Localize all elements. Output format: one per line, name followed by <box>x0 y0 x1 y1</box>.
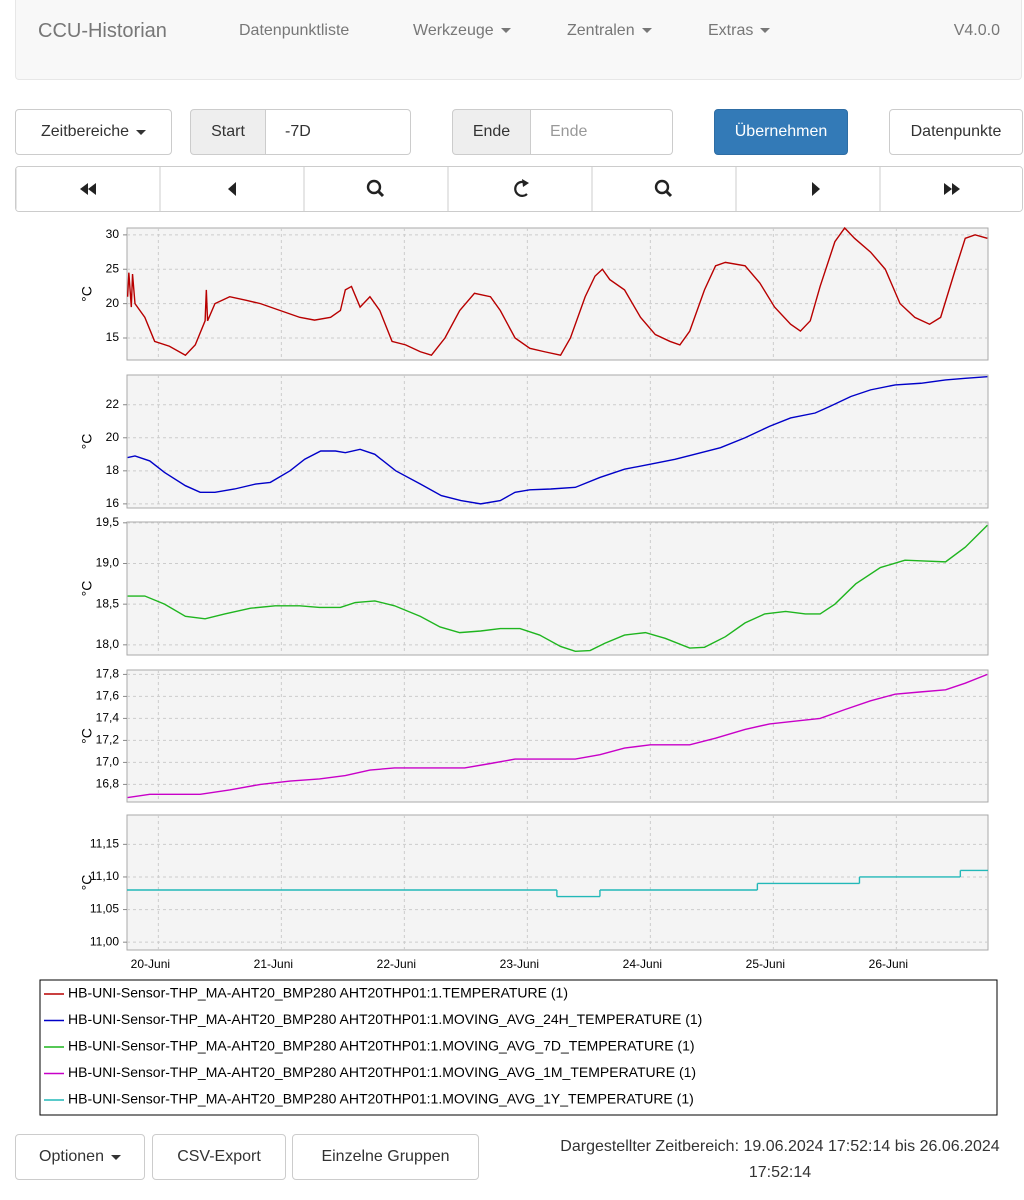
plot-area <box>126 227 989 361</box>
y-tick-label: 20 <box>106 430 120 444</box>
plot-area <box>126 521 989 656</box>
y-tick-label: 19,0 <box>96 556 120 570</box>
nav-item[interactable]: Datenpunktliste <box>239 22 350 39</box>
y-tick-label: 11,15 <box>90 837 119 851</box>
version: V4.0.0 <box>953 22 1000 39</box>
nav-item-text: Werkzeuge <box>413 22 494 39</box>
groups-button[interactable]: Einzelne Gruppen <box>292 1134 479 1180</box>
y-axis-label: °C <box>79 581 95 597</box>
end-input[interactable]: Ende <box>530 109 673 155</box>
y-axis-label: °C <box>79 728 95 744</box>
nav-item[interactable]: Zentralen <box>567 22 652 40</box>
y-tick-label: 25 <box>106 261 120 275</box>
nav-icons <box>16 167 1022 211</box>
y-axis-label: °C <box>79 286 95 302</box>
y-tick-label: 16 <box>106 496 120 510</box>
series-line <box>127 524 988 653</box>
csv-button[interactable]: CSV-Export <box>152 1134 286 1180</box>
options-text: Optionen <box>39 1148 104 1165</box>
plot-area <box>126 814 989 951</box>
y-tick-label: 16,8 <box>96 777 120 791</box>
y-tick-label: 17,6 <box>96 689 120 703</box>
x-tick-label: 20-Juni <box>131 957 170 971</box>
nav-item-text: Zentralen <box>567 22 635 39</box>
y-axis-label: °C <box>79 875 95 891</box>
y-tick-label: 20 <box>106 296 120 310</box>
y-tick-label: 22 <box>106 397 120 411</box>
x-tick-label: 21-Juni <box>254 957 293 971</box>
brand[interactable]: CCU-Historian <box>38 20 167 42</box>
options-button[interactable]: Optionen <box>15 1134 145 1180</box>
x-tick-label: 24-Juni <box>623 957 662 971</box>
y-tick-label: 11,05 <box>90 902 119 916</box>
y-tick-label: 17,4 <box>96 711 120 725</box>
y-tick-label: 18 <box>106 463 120 477</box>
end-label: Ende <box>452 109 531 155</box>
y-tick-label: 30 <box>106 227 120 241</box>
datapoints-button[interactable]: Datenpunkte <box>889 109 1023 155</box>
series-line <box>127 375 988 505</box>
y-axis-label: °C <box>79 434 95 450</box>
y-tick-label: 17,8 <box>96 667 120 681</box>
y-tick-label: 18,0 <box>96 637 120 651</box>
legend-entry: HB-UNI-Sensor-THP_MA-AHT20_BMP280 AHT20T… <box>68 1038 695 1054</box>
y-tick-label: 15 <box>106 330 120 344</box>
x-tick-label: 25-Juni <box>746 957 785 971</box>
y-tick-label: 17,0 <box>96 755 120 769</box>
y-tick-label: 11,00 <box>90 934 119 948</box>
plot-area <box>126 669 989 803</box>
nav-item[interactable]: Werkzeuge <box>413 22 511 40</box>
ranges-button[interactable]: Zeitbereiche <box>15 109 172 155</box>
legend-entry: HB-UNI-Sensor-THP_MA-AHT20_BMP280 AHT20T… <box>68 1011 702 1027</box>
nav-button-group <box>15 166 1023 212</box>
plot-area <box>126 374 989 509</box>
legend-entry: HB-UNI-Sensor-THP_MA-AHT20_BMP280 AHT20T… <box>68 1064 696 1080</box>
navbar: CCU-Historian Datenpunktliste Werkzeuge … <box>15 0 1022 80</box>
x-tick-label: 23-Juni <box>500 957 539 971</box>
y-tick-label: 18,5 <box>96 596 120 610</box>
start-label: Start <box>190 109 266 155</box>
apply-button[interactable]: Übernehmen <box>714 109 848 155</box>
start-input[interactable]: -7D <box>265 109 411 155</box>
y-tick-label: 19,5 <box>96 515 120 529</box>
x-tick-label: 22-Juni <box>377 957 416 971</box>
x-tick-label: 26-Juni <box>869 957 908 971</box>
legend-entry: HB-UNI-Sensor-THP_MA-AHT20_BMP280 AHT20T… <box>68 1091 694 1107</box>
series-line <box>127 673 988 799</box>
legend-box <box>39 979 998 1116</box>
time-range: Dargestellter Zeitbereich: 19.06.2024 17… <box>560 1138 1000 1181</box>
y-tick-label: 17,2 <box>96 733 120 747</box>
series-line <box>126 226 988 357</box>
nav-item[interactable]: Extras <box>708 22 771 40</box>
legend-entry: HB-UNI-Sensor-THP_MA-AHT20_BMP280 AHT20T… <box>68 985 568 1001</box>
nav-item-text: Extras <box>708 22 754 39</box>
ranges-text: Zeitbereiche <box>40 123 130 140</box>
y-tick-label: 11,10 <box>90 869 119 883</box>
